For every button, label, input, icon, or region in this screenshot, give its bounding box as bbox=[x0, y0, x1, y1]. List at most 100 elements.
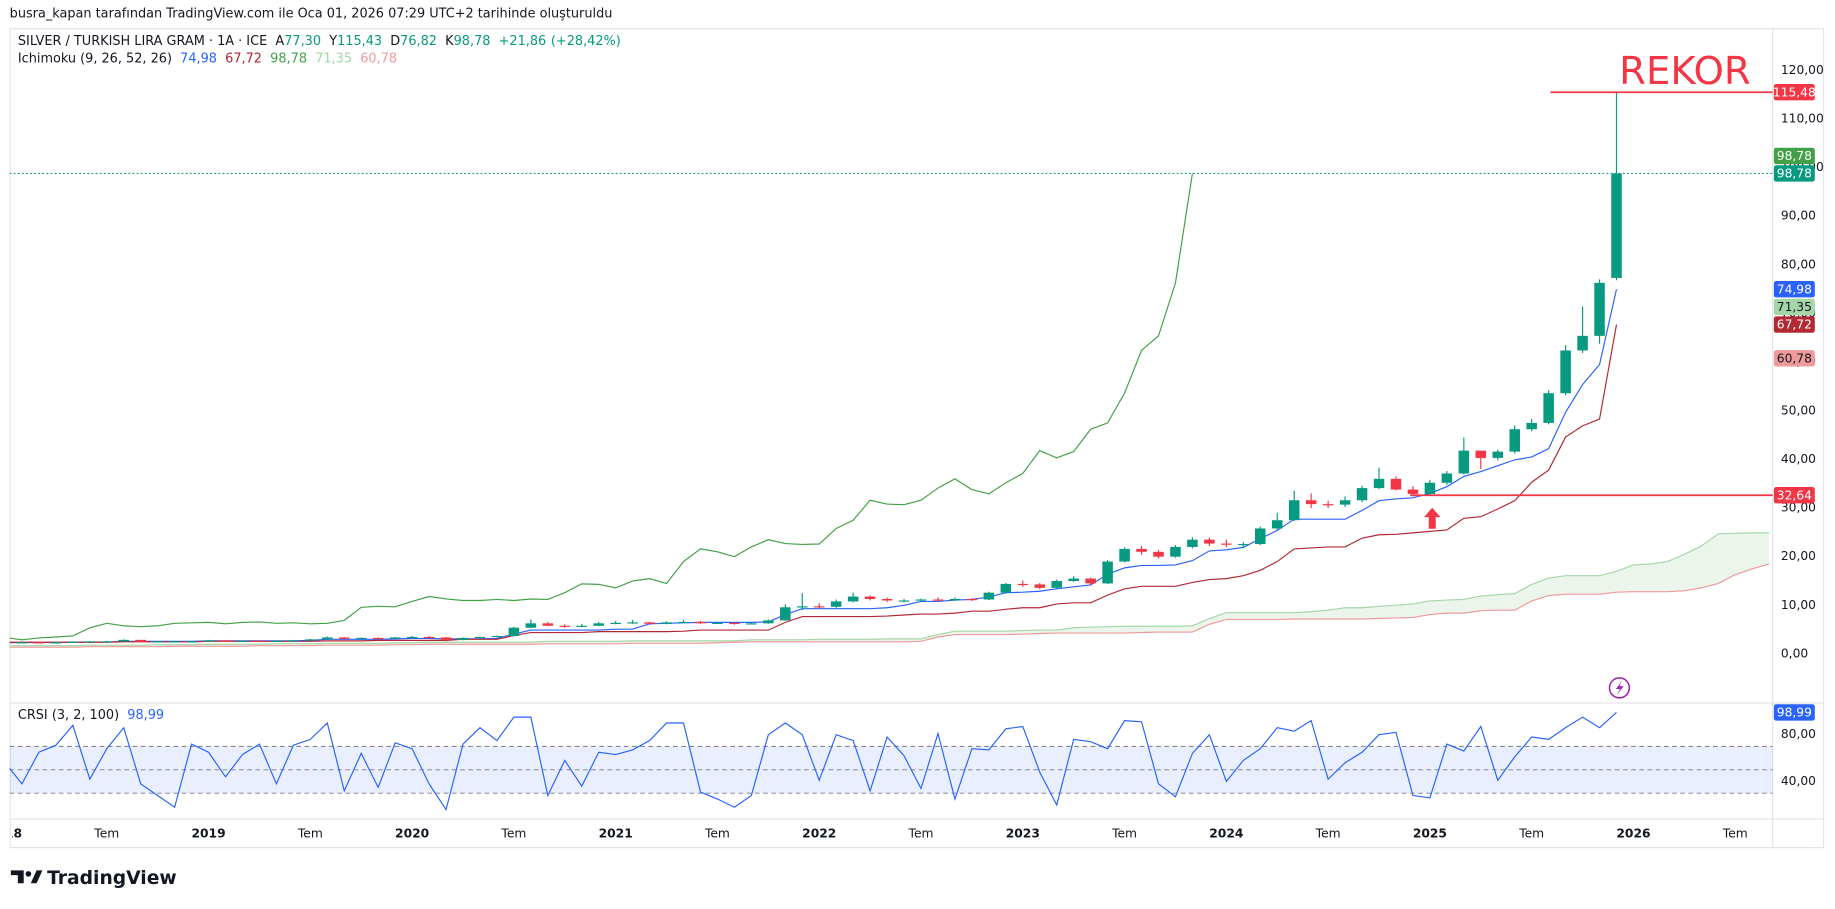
price-badge-label: 98,78 bbox=[1777, 149, 1812, 163]
candle-body bbox=[169, 641, 180, 643]
candle-body bbox=[1034, 584, 1046, 588]
candle-body bbox=[1017, 583, 1029, 586]
candle-body bbox=[1119, 548, 1130, 562]
price-badge bbox=[1773, 704, 1815, 721]
candle-body bbox=[864, 596, 876, 600]
candle-body bbox=[118, 639, 129, 642]
legend-line: Ichimoku (9, 26, 52, 26) 74,98 67,72 98,78 7… bbox=[18, 51, 397, 66]
logo-mark bbox=[30, 870, 43, 884]
candle-body bbox=[813, 606, 825, 608]
candle-body bbox=[355, 637, 367, 640]
candle-body bbox=[1187, 539, 1198, 547]
price-badge bbox=[1773, 84, 1815, 101]
candle-body bbox=[712, 622, 723, 625]
candle-body bbox=[729, 622, 740, 625]
candle-body bbox=[305, 639, 316, 641]
price-badge-label: 115,48 bbox=[1773, 85, 1816, 99]
legend-line: CRSI (3, 2, 100) 98,99 bbox=[18, 707, 164, 722]
time-axis: 2018 Tem 2019 Tem 2020 Tem 2021 Tem 2022 Tem 2023 T… bbox=[0, 827, 1748, 841]
candle-body bbox=[1407, 489, 1419, 494]
price-badge-label: 67,72 bbox=[1777, 318, 1812, 332]
candle-body bbox=[1204, 539, 1215, 544]
legend-line: SILVER / TURKISH LIRA GRAM · 1A · ICE A77… bbox=[18, 33, 621, 48]
price-badge-label: 71,35 bbox=[1777, 300, 1812, 314]
candle-body bbox=[525, 623, 537, 628]
candle-body bbox=[542, 623, 554, 626]
x-tick-label: 2021 bbox=[599, 827, 633, 841]
legend-change-pct: (+28,42%) bbox=[551, 33, 621, 48]
candle-body bbox=[254, 640, 265, 643]
candle-body bbox=[593, 623, 604, 626]
candle-body bbox=[1509, 429, 1520, 452]
indicator-value: 67,72 bbox=[225, 51, 262, 66]
candle-body bbox=[1271, 520, 1283, 529]
price-badge bbox=[1773, 165, 1815, 182]
candle-body bbox=[1543, 393, 1554, 423]
candle-body bbox=[135, 639, 146, 642]
candle-body bbox=[271, 640, 282, 643]
logo-dot bbox=[25, 871, 32, 877]
candle-body bbox=[491, 635, 503, 638]
candle-body bbox=[474, 636, 486, 639]
y-tick-label: 90,00 bbox=[1781, 209, 1816, 223]
candle-body bbox=[288, 640, 299, 642]
candle-body bbox=[186, 641, 197, 643]
legend-value: 76,82 bbox=[400, 33, 437, 48]
legend: SILVER / TURKISH LIRA GRAM · 1A · ICE A77… bbox=[18, 33, 621, 722]
candle-body bbox=[881, 599, 893, 601]
event-bolt bbox=[1615, 680, 1624, 695]
candle-body bbox=[389, 637, 401, 639]
indicator-value: 74,98 bbox=[180, 51, 217, 66]
indicator-value: 98,99 bbox=[127, 707, 164, 722]
price-badge bbox=[1773, 298, 1815, 316]
candle-body bbox=[966, 599, 978, 601]
candle-body bbox=[1136, 548, 1147, 552]
candle-body bbox=[661, 622, 672, 624]
arrow bbox=[1424, 507, 1441, 529]
crsi-line bbox=[9, 712, 1617, 811]
y-tick-label: 50,00 bbox=[1781, 403, 1816, 417]
indicator-value: 71,35 bbox=[315, 51, 352, 66]
candle-body bbox=[847, 596, 859, 602]
legend-prefix: A bbox=[275, 33, 284, 48]
x-tick-label: Tem bbox=[1518, 827, 1544, 841]
price-badge bbox=[1773, 487, 1815, 504]
candle-body bbox=[797, 606, 808, 608]
candle-body bbox=[84, 641, 96, 643]
logo-mark bbox=[10, 870, 24, 884]
x-tick-label: Tem bbox=[908, 827, 934, 841]
header: busra_kapan tarafından TradingView.com i… bbox=[10, 7, 613, 22]
x-tick-label: 2018 bbox=[0, 827, 22, 841]
candle-body bbox=[1441, 473, 1453, 483]
candle-body bbox=[33, 642, 45, 644]
price-badge-label: 98,99 bbox=[1777, 706, 1812, 720]
candle-body bbox=[152, 641, 163, 643]
candle-body bbox=[1390, 478, 1402, 490]
candle-body bbox=[440, 637, 452, 640]
candle-body bbox=[1339, 500, 1351, 505]
candle-body bbox=[220, 640, 231, 642]
candle-body bbox=[237, 640, 248, 643]
candle-body bbox=[983, 592, 995, 600]
legend-title: SILVER / TURKISH LIRA GRAM · 1A · ICE bbox=[18, 33, 267, 48]
y-tick-label: 120,00 bbox=[1781, 63, 1824, 77]
candle-body bbox=[1102, 561, 1113, 584]
candle-body bbox=[610, 622, 621, 625]
candle-body bbox=[695, 621, 706, 624]
candle-body bbox=[915, 599, 927, 601]
x-tick-label: 2022 bbox=[802, 827, 836, 841]
candle-body bbox=[678, 621, 689, 624]
candle-body bbox=[16, 642, 28, 644]
candle-body bbox=[1221, 543, 1232, 545]
candle-body bbox=[1170, 546, 1181, 557]
candle-body bbox=[1611, 173, 1622, 278]
candle-body bbox=[746, 623, 757, 625]
x-tick-label: 2026 bbox=[1616, 827, 1650, 841]
price-badge-label: 74,98 bbox=[1777, 282, 1812, 296]
candle-body bbox=[101, 641, 113, 643]
candle-body bbox=[406, 636, 418, 639]
candle-body bbox=[1051, 581, 1062, 588]
candle-body bbox=[322, 637, 333, 640]
